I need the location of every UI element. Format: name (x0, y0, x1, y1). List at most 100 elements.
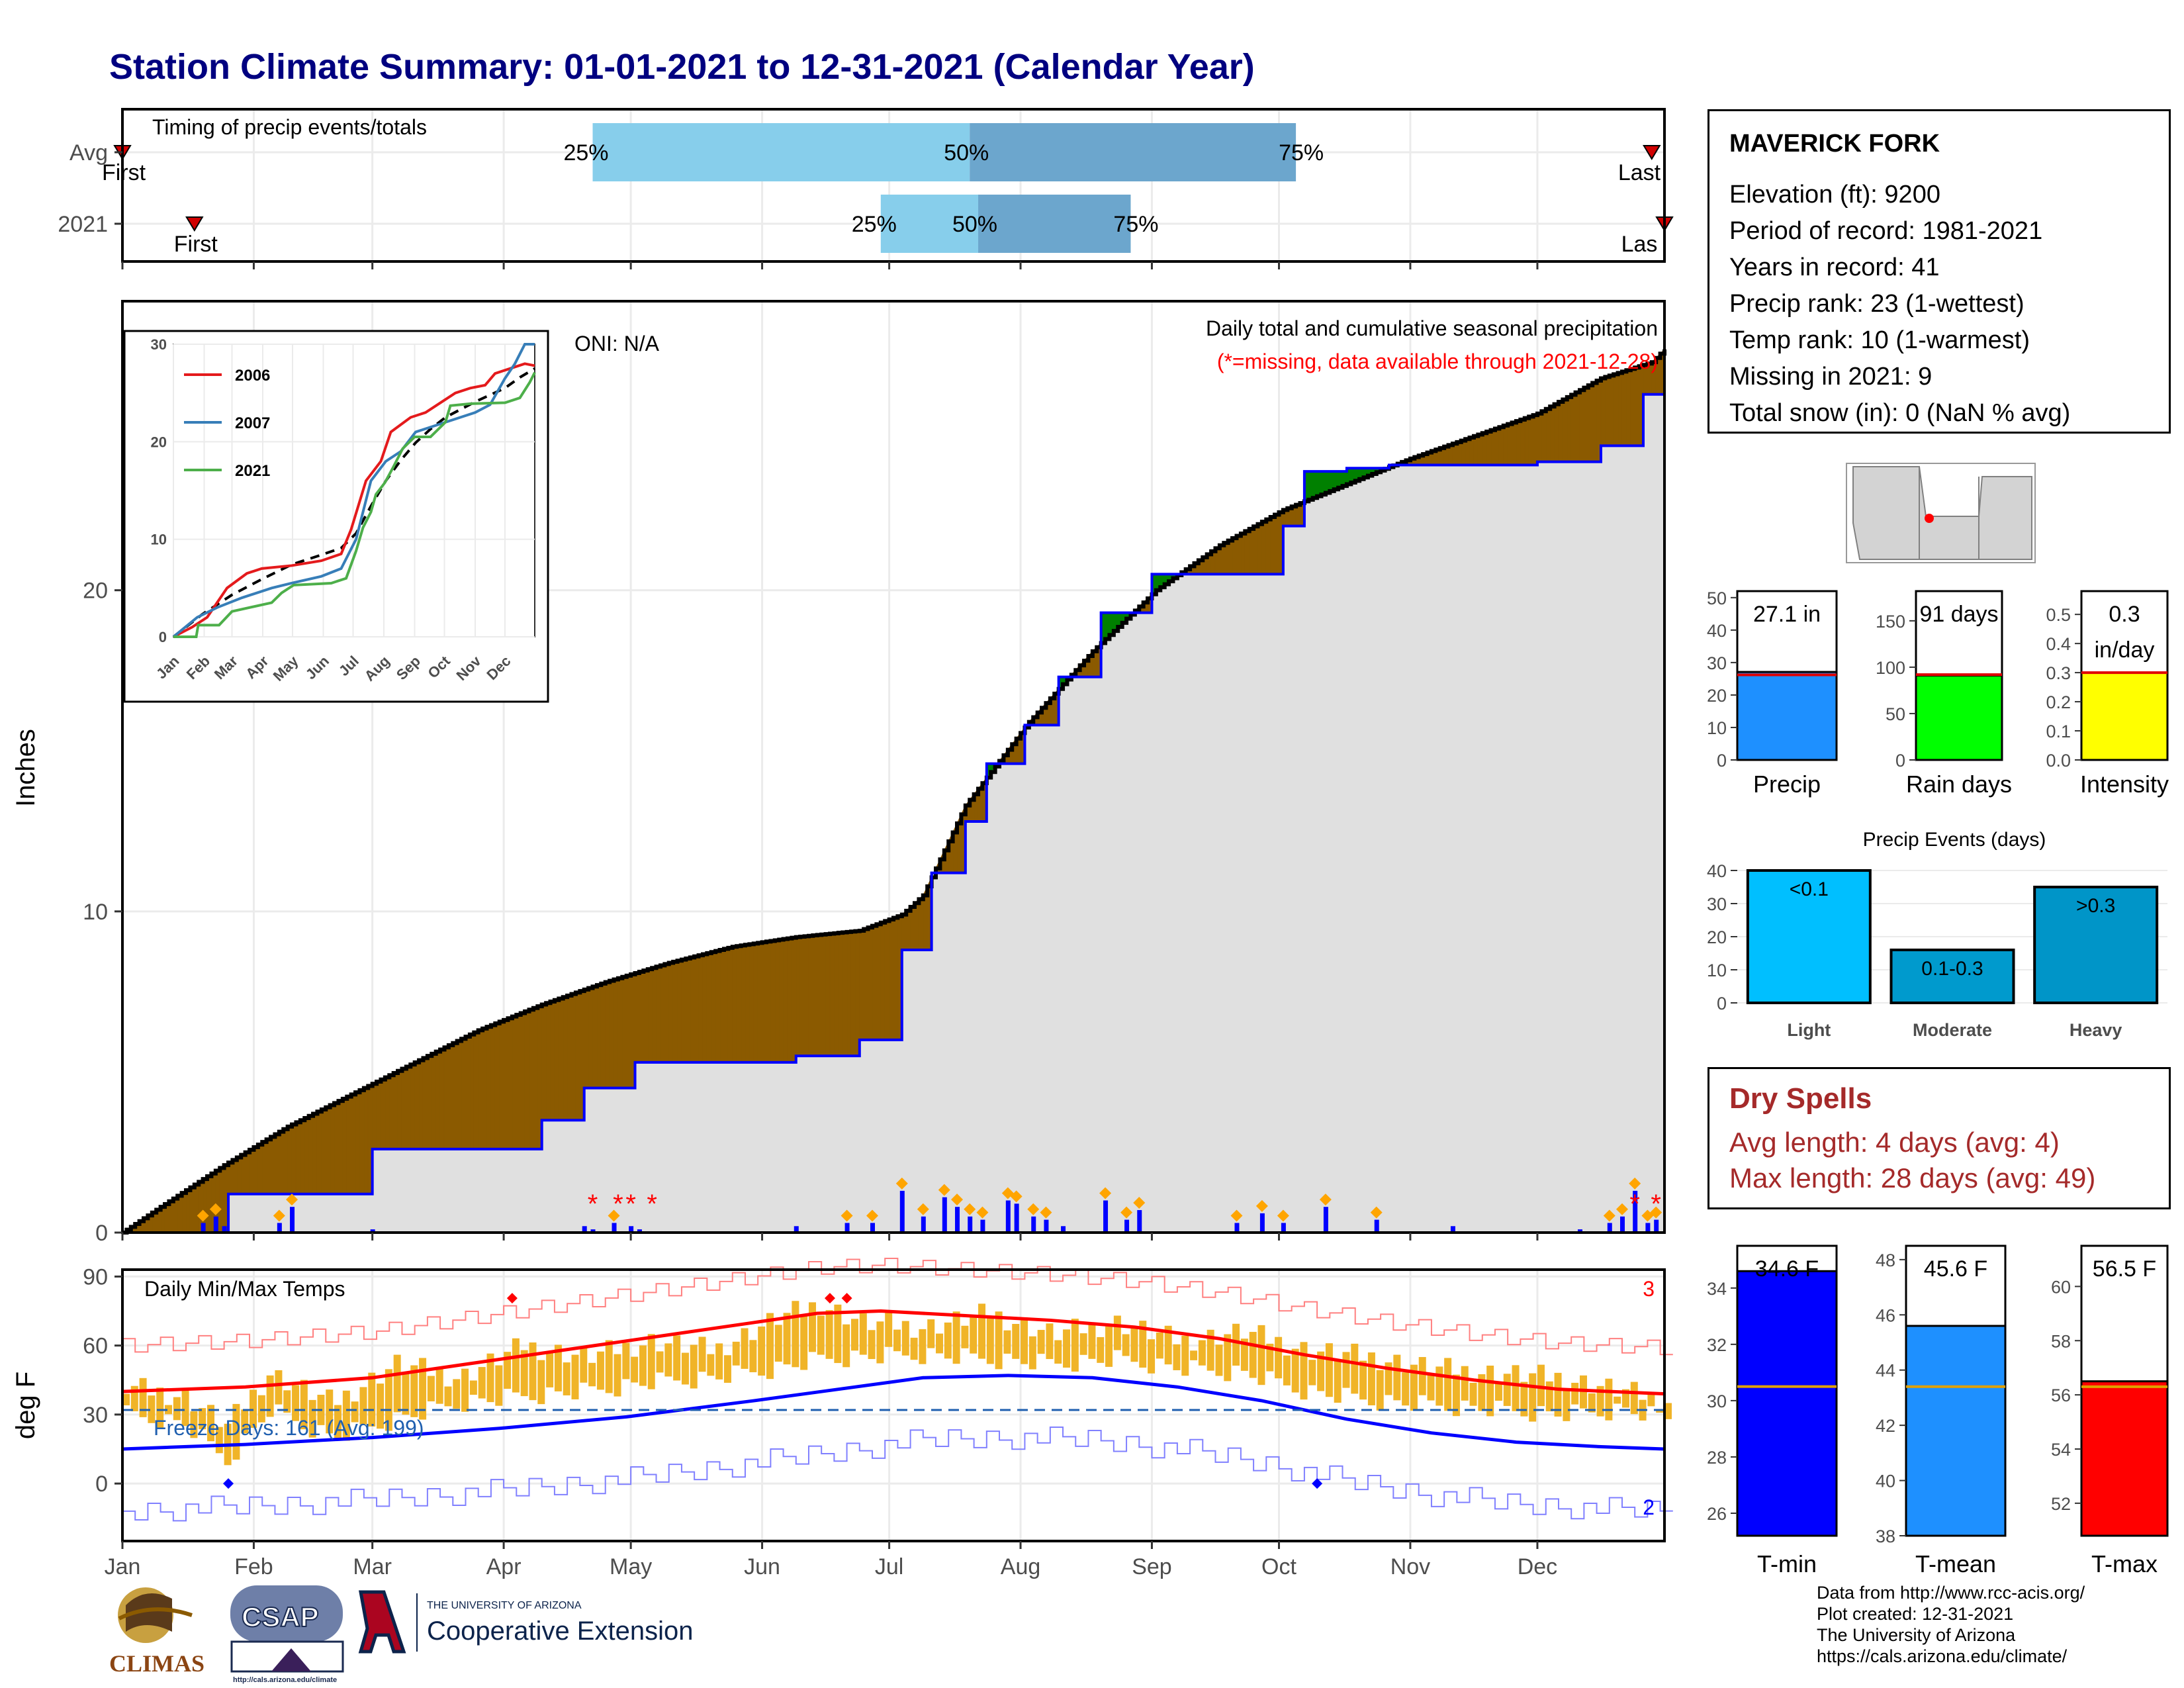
precip-events-category-label: Moderate (1913, 1020, 1992, 1040)
t-mean-ytick-label: 38 (1876, 1526, 1895, 1546)
precip-below-average-fill (808, 935, 813, 1056)
precip-below-average-fill (647, 967, 653, 1063)
precip-daily-bar (277, 1223, 282, 1233)
temp-daily-range-bar (1596, 1385, 1604, 1417)
precip-below-average-fill (596, 983, 602, 1089)
temp-daily-range-bar (741, 1328, 749, 1369)
t-max-category-label: T-max (2091, 1550, 2158, 1577)
precip-below-average-fill (490, 1023, 496, 1150)
precip-below-average-fill (478, 1028, 483, 1150)
temp-daily-range-bar (1249, 1332, 1257, 1378)
temp-daily-range-bar (1240, 1338, 1248, 1371)
temp-daily-range-bar (444, 1386, 452, 1407)
temp-daily-range-bar (359, 1387, 367, 1425)
temp-daily-range-bar (876, 1321, 884, 1364)
precip-below-average-fill (635, 971, 640, 1063)
temp-daily-range-bar (156, 1387, 164, 1429)
temp-daily-range-bar (1452, 1374, 1460, 1417)
precip-below-average-fill (397, 1068, 402, 1150)
timing-last-marker (1643, 145, 1661, 160)
temp-daily-range-bar (1130, 1327, 1138, 1362)
precip-below-average-fill (406, 1064, 411, 1150)
precip-below-average-fill (783, 937, 788, 1063)
precip-below-average-fill (614, 978, 619, 1089)
precip-daily-bar (1005, 1200, 1011, 1233)
temp-daily-range-bar (275, 1370, 283, 1405)
temp-daily-range-bar (512, 1338, 520, 1393)
precip-below-average-fill (308, 1113, 314, 1195)
intensity-ytick-label: 0.2 (2046, 692, 2071, 712)
temp-daily-range-bar (1520, 1382, 1528, 1417)
precip-below-average-fill (465, 1033, 471, 1150)
precip-below-average-fill (863, 927, 869, 1041)
precip-below-average-fill (668, 961, 674, 1063)
precip-below-average-fill (626, 974, 631, 1089)
temp-daily-range-bar (1148, 1339, 1156, 1374)
precip-daily-bar (1234, 1223, 1240, 1233)
precip-below-average-fill (605, 980, 610, 1089)
precip-daily-bar (612, 1223, 617, 1233)
temp-ytick-label: 30 (83, 1403, 108, 1428)
intensity-bar (2080, 671, 2169, 761)
temp-daily-range-bar (1529, 1373, 1537, 1422)
temp-daily-range-bar (427, 1376, 435, 1401)
temp-daily-range-bar (1113, 1315, 1121, 1350)
precip-below-average-fill (1482, 431, 1487, 465)
temp-month-label: Jan (105, 1554, 141, 1579)
temp-daily-range-bar (1478, 1374, 1486, 1411)
temp-daily-range-bar (215, 1427, 223, 1454)
temp-daily-range-bar (393, 1354, 401, 1413)
precip-below-average-fill (1498, 425, 1504, 465)
temp-record-low-line (122, 1427, 1673, 1522)
precip-daily-bar (1137, 1210, 1142, 1233)
timing-last-label: Las (1621, 232, 1658, 257)
precip-below-average-fill (1634, 365, 1640, 446)
t-min-ytick-label: 32 (1707, 1335, 1727, 1355)
precip-daily-marker (1650, 1206, 1662, 1219)
csap-logo: CSAP http://cals.arizona.edu/climate (230, 1585, 344, 1684)
precip-below-average-fill (279, 1128, 284, 1195)
precip-ytick-label: 0 (95, 1221, 108, 1246)
temp-daily-range-bar (250, 1389, 257, 1429)
precip-below-average-fill (732, 945, 737, 1063)
dry-spells-box: Dry Spells Avg length: 4 days (avg: 4) M… (1707, 1067, 2171, 1209)
inset-average-line (172, 367, 536, 638)
precip-daily-bar (899, 1190, 905, 1233)
temp-daily-range-bar (1630, 1382, 1638, 1415)
temp-daily-range-bar (766, 1313, 774, 1380)
temp-daily-range-bar (1071, 1319, 1079, 1372)
timing-bar-q25-q50 (880, 195, 979, 253)
precip-below-average-fill (656, 964, 661, 1063)
temp-daily-range-bar (266, 1375, 274, 1417)
precip-daily-marker (209, 1203, 222, 1215)
temp-daily-range-bar (825, 1310, 833, 1359)
temp-daily-range-bar (1266, 1343, 1274, 1372)
temp-daily-range-bar (978, 1303, 986, 1359)
temp-daily-range-bar (1402, 1372, 1410, 1406)
precip-below-average-fill (261, 1139, 267, 1195)
temp-daily-range-bar (1494, 1382, 1502, 1401)
precip-below-average-fill (1625, 368, 1631, 446)
temp-daily-range-bar (537, 1360, 545, 1405)
precip-daily-marker (964, 1203, 976, 1215)
station-precip-rank: Precip rank: 23 (1-wettest) (1729, 290, 2025, 318)
temp-month-label: Mar (353, 1554, 392, 1579)
t-min-ytick-label: 30 (1707, 1391, 1727, 1411)
precip-daily-bar (1259, 1213, 1265, 1233)
rain days-ytick-label: 100 (1876, 658, 1905, 678)
temp-daily-range-bar (1105, 1326, 1113, 1367)
temp-daily-range-bar (504, 1352, 512, 1389)
temp-daily-range-bar (774, 1325, 782, 1362)
precip-below-average-fill (694, 955, 700, 1063)
intensity-ytick-label: 0.0 (2046, 751, 2071, 771)
precip-daily-marker (1010, 1190, 1023, 1203)
precip-daily-bar (870, 1223, 875, 1233)
temp-month-label: Feb (234, 1554, 273, 1579)
t-mean-ytick-label: 44 (1876, 1361, 1895, 1381)
precip-below-average-fill (342, 1096, 347, 1195)
precip-below-average-fill (893, 915, 898, 1041)
temp-daily-range-bar (385, 1369, 392, 1431)
precip-below-average-fill (1520, 417, 1525, 465)
temp-daily-range-bar (588, 1362, 596, 1387)
